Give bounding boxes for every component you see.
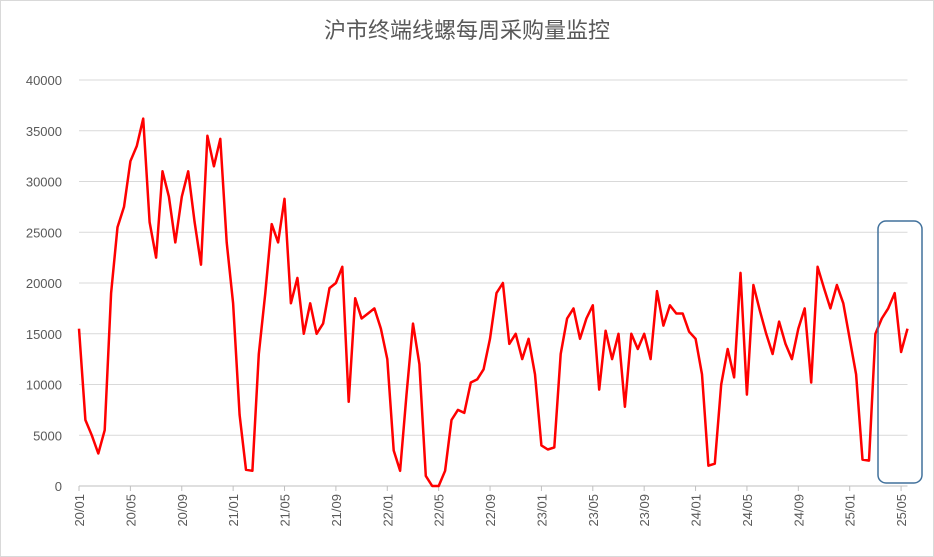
- chart-title: 沪市终端线螺每周采购量监控: [324, 18, 610, 43]
- data-line: [77, 117, 909, 488]
- y-tick-label: 15000: [26, 327, 62, 342]
- x-tick-label: 23/05: [586, 494, 601, 527]
- x-tick-label: 24/09: [791, 494, 806, 527]
- x-tick-label: 23/09: [637, 494, 652, 527]
- x-tick-label: 25/05: [894, 494, 909, 527]
- x-tick-label: 22/05: [432, 494, 447, 527]
- x-tick-label: 20/01: [72, 494, 87, 527]
- x-tick-label: 20/05: [123, 494, 138, 527]
- x-tick-label: 21/05: [278, 494, 293, 527]
- x-tick-label: 25/01: [843, 494, 858, 527]
- x-tick-label: 24/05: [740, 494, 755, 527]
- x-tick-label: 21/01: [226, 494, 241, 527]
- x-tick-label: 20/09: [175, 494, 190, 527]
- x-tick-label: 23/01: [534, 494, 549, 527]
- y-tick-label: 35000: [26, 124, 62, 139]
- y-tick-label: 30000: [26, 175, 62, 190]
- y-tick-label: 20000: [26, 276, 62, 291]
- x-tick-label: 22/09: [483, 494, 498, 527]
- y-tick-label: 10000: [26, 378, 62, 393]
- x-tick-label: 22/01: [380, 494, 395, 527]
- x-tick-label: 21/09: [329, 494, 344, 527]
- x-tick-label: 24/01: [689, 494, 704, 527]
- y-tick-label: 25000: [26, 225, 62, 240]
- y-tick-label: 5000: [33, 428, 62, 443]
- highlight-box: [877, 220, 923, 484]
- y-tick-label: 40000: [26, 73, 62, 88]
- y-tick-label: 0: [55, 479, 62, 494]
